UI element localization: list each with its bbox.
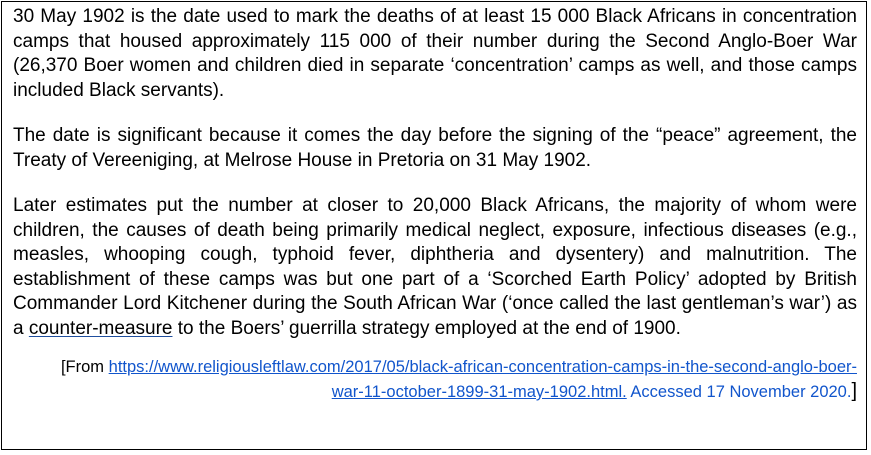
source-close-bracket: ]: [851, 380, 857, 402]
paragraph-2: The date is significant because it comes…: [13, 125, 857, 171]
source-citation: [From https://www.religiousleftlaw.com/2…: [13, 355, 857, 404]
source-prefix: [From: [60, 358, 109, 376]
paragraph-3-text-end: to the Boers’ guerrilla strategy employe…: [172, 317, 681, 339]
source-link[interactable]: https://www.religiousleftlaw.com/2017/05…: [108, 358, 857, 401]
paragraph-3-text-start: Later estimates put the number at closer…: [13, 195, 857, 339]
underlined-term: counter-measure: [28, 317, 173, 339]
accessed-date: Accessed 17 November 2020.: [626, 383, 852, 401]
paragraph-3: Later estimates put the number at closer…: [13, 194, 857, 341]
paragraph-1: 30 May 1902 is the date used to mark the…: [13, 6, 857, 101]
